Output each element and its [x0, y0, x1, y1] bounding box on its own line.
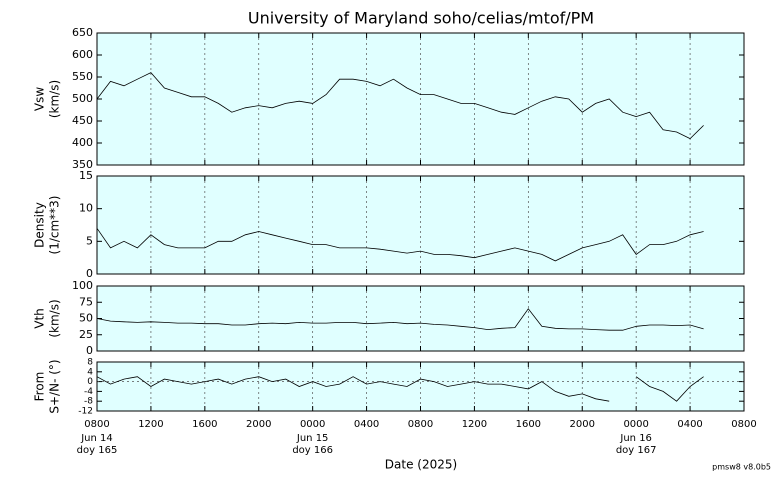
y-axis-label: (km/s) [48, 299, 62, 337]
footer: pmsw8 v8.0b5 [712, 463, 771, 472]
x-tick-label: 0000 [623, 419, 648, 430]
data-line [96, 308, 704, 331]
y-tick-label: 0 [86, 267, 93, 280]
data-line [96, 376, 704, 402]
y-tick-label: -4 [84, 387, 93, 397]
plot-frame [96, 32, 745, 166]
x-tick-label: 2000 [570, 419, 595, 430]
data-line [96, 228, 704, 262]
y-tick-label: -8 [84, 397, 93, 407]
doy-label: doy 166 [292, 445, 333, 456]
y-axis-label: S+/N- (°) [48, 359, 62, 413]
day-label: Jun 15 [296, 433, 329, 444]
chart-title: University of Maryland soho/celias/mtof/… [248, 9, 594, 28]
x-tick-label: 0400 [354, 419, 379, 430]
x-tick-label: 0000 [300, 419, 325, 430]
y-tick-label: 10 [79, 202, 93, 215]
y-tick-label: 650 [72, 26, 93, 39]
y-tick-label: 75 [79, 295, 93, 308]
y-axis-label: Vsw [33, 87, 47, 111]
y-tick-label: 0 [86, 344, 93, 357]
x-tick-label: 2000 [246, 419, 271, 430]
doy-label: doy 167 [616, 445, 657, 456]
x-tick-label: 1200 [138, 419, 163, 430]
plot-frame [96, 361, 745, 412]
y-tick-label: 450 [72, 114, 93, 127]
x-tick-label: 1200 [462, 419, 487, 430]
y-tick-label: 350 [72, 158, 93, 171]
x-tick-label: 0400 [677, 419, 702, 430]
x-axis-label: Date (2025) [385, 458, 457, 472]
x-tick-label: 0800 [84, 419, 109, 430]
y-tick-label: 0 [87, 377, 93, 387]
y-axis-label: From [33, 372, 47, 402]
y-tick-label: 25 [79, 328, 93, 341]
y-tick-label: 15 [79, 169, 93, 182]
y-tick-label: 550 [72, 70, 93, 83]
y-tick-label: 8 [87, 358, 93, 368]
x-tick-label: 0800 [408, 419, 433, 430]
day-label: Jun 16 [619, 433, 652, 444]
y-axis-label: (km/s) [48, 80, 62, 118]
y-axis-label: Vth [33, 308, 47, 329]
y-tick-label: 100 [72, 279, 93, 292]
x-tick-label: 0800 [731, 419, 756, 430]
y-tick-label: 4 [87, 367, 93, 377]
plot-frame [96, 175, 745, 275]
y-tick-label: 50 [79, 312, 93, 325]
plot-frame [96, 285, 745, 352]
y-tick-label: 500 [72, 92, 93, 105]
y-axis-label: (1/cm**3) [48, 196, 62, 255]
y-tick-label: 400 [72, 136, 93, 149]
day-label: Jun 14 [80, 433, 113, 444]
doy-label: doy 165 [77, 445, 118, 456]
plot-background [97, 176, 744, 274]
data-line [96, 72, 704, 140]
x-tick-label: 1600 [516, 419, 541, 430]
y-tick-label: 600 [72, 48, 93, 61]
y-tick-label: 5 [86, 234, 93, 247]
y-tick-label: -12 [78, 407, 93, 417]
y-axis-label: Density [33, 202, 47, 248]
x-tick-label: 1600 [192, 419, 217, 430]
